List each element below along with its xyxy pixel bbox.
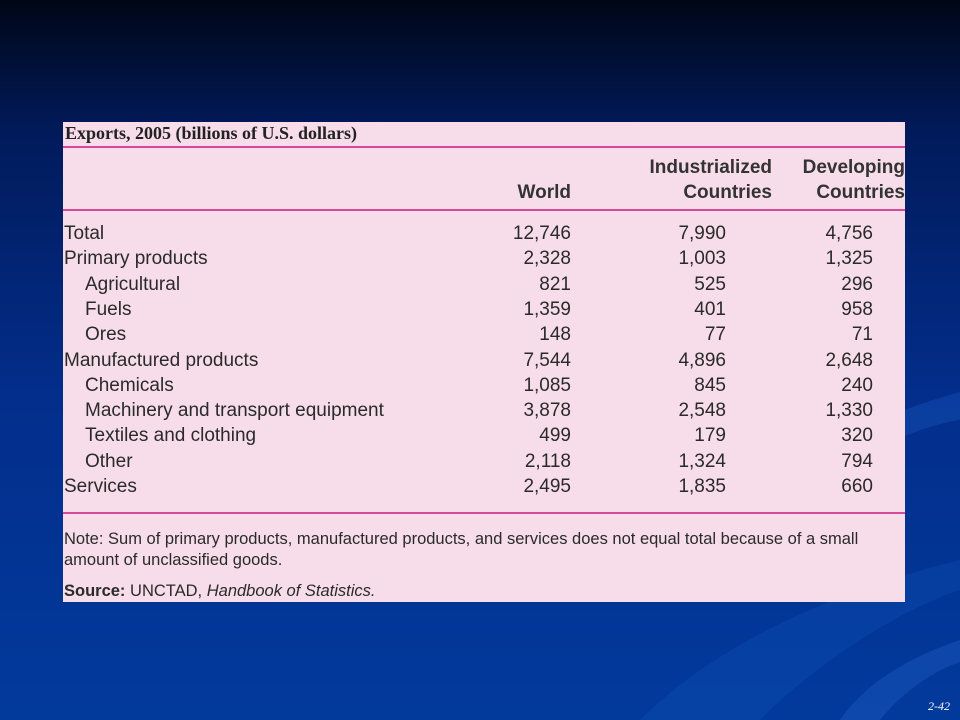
row-label: Textiles and clothing	[85, 425, 257, 447]
column-header-industrialized-line2: Countries	[683, 182, 772, 203]
exports-table: Exports, 2005 (billions of U.S. dollars)…	[63, 122, 905, 602]
table-row: Textiles and clothing 499 179 320	[63, 423, 905, 448]
world-value: 821	[539, 273, 571, 295]
table-row: Ores 148 77 71	[63, 322, 905, 347]
row-label: Machinery and transport equipment	[85, 400, 384, 422]
industrialized-value: 1,835	[678, 476, 726, 497]
row-label: Total	[64, 223, 105, 244]
column-header-developing-line2: Countries	[816, 182, 905, 203]
row-label: Manufactured products	[64, 349, 259, 371]
row-label: Chemicals	[85, 374, 174, 396]
row-label: Primary products	[64, 248, 208, 270]
developing-value: 320	[841, 425, 873, 447]
table-note: Note: Sum of primary products, manufactu…	[64, 530, 859, 569]
developing-value: 794	[841, 450, 873, 472]
table-row: Machinery and transport equipment 3,878 2,…	[63, 398, 905, 423]
developing-value: 1,325	[825, 248, 873, 270]
developing-value: 958	[841, 298, 873, 320]
column-header-world: World	[461, 180, 571, 205]
row-label: Ores	[85, 324, 127, 346]
table-row: Total 12,746 7,990 4,756	[63, 221, 905, 246]
world-value: 12,746	[512, 223, 571, 244]
source-title: Handbook of Statistics.	[206, 582, 376, 600]
footer-rule	[63, 512, 905, 514]
industrialized-value: 525	[694, 273, 726, 295]
row-label: Other	[85, 450, 133, 472]
developing-value: 240	[841, 374, 873, 396]
source-org: UNCTAD,	[130, 582, 203, 600]
table-row: Manufactured products 7,544 4,896 2,648	[63, 348, 905, 373]
world-value: 1,359	[523, 298, 571, 320]
industrialized-value: 1,324	[678, 450, 726, 472]
world-value: 2,328	[523, 248, 571, 270]
table-row: Agricultural 821 525 296	[63, 272, 905, 297]
column-header-developing-line1: Developing	[802, 157, 905, 178]
table-row: Fuels 1,359 401 958	[63, 297, 905, 322]
developing-value: 296	[841, 273, 873, 295]
table-row: Primary products 2,328 1,003 1,325	[63, 246, 905, 271]
table-row: Services 2,495 1,835 660	[63, 474, 905, 499]
row-label: Fuels	[85, 298, 132, 320]
world-value: 2,495	[523, 476, 571, 497]
industrialized-value: 7,990	[678, 223, 726, 244]
table-row: Other 2,118 1,324 794	[63, 449, 905, 474]
table-source: Source: UNCTAD, Handbook of Statistics.	[64, 581, 376, 602]
developing-value: 660	[841, 476, 873, 497]
header-rule-bottom	[63, 209, 905, 211]
developing-value: 2,648	[825, 349, 873, 371]
world-value: 148	[539, 324, 571, 346]
industrialized-value: 1,003	[678, 248, 726, 270]
industrialized-value: 77	[704, 324, 726, 346]
world-value: 7,544	[523, 349, 571, 371]
industrialized-value: 179	[694, 425, 726, 447]
world-value: 2,118	[524, 450, 571, 472]
table-title: Exports, 2005 (billions of U.S. dollars)	[65, 123, 358, 143]
slide-number: 2-42	[928, 699, 950, 713]
industrialized-value: 4,896	[678, 349, 726, 371]
column-header-industrialized: Industrialized Countries	[616, 155, 772, 205]
row-label: Agricultural	[85, 273, 181, 295]
column-header-industrialized-line1: Industrialized	[649, 157, 772, 178]
column-header-world-label: World	[517, 182, 571, 203]
column-header-developing: Developing Countries	[763, 155, 905, 205]
developing-value: 71	[851, 324, 873, 346]
industrialized-value: 845	[694, 374, 726, 396]
row-label: Services	[64, 476, 137, 497]
source-label: Source:	[64, 582, 126, 600]
header-rule-top	[63, 146, 905, 148]
world-value: 3,878	[523, 400, 571, 422]
industrialized-value: 401	[694, 298, 726, 320]
industrialized-value: 2,548	[678, 400, 726, 422]
world-value: 499	[539, 425, 571, 447]
world-value: 1,085	[523, 374, 571, 396]
developing-value: 4,756	[825, 223, 873, 244]
developing-value: 1,330	[825, 400, 873, 422]
table-row: Chemicals 1,085 845 240	[63, 373, 905, 398]
